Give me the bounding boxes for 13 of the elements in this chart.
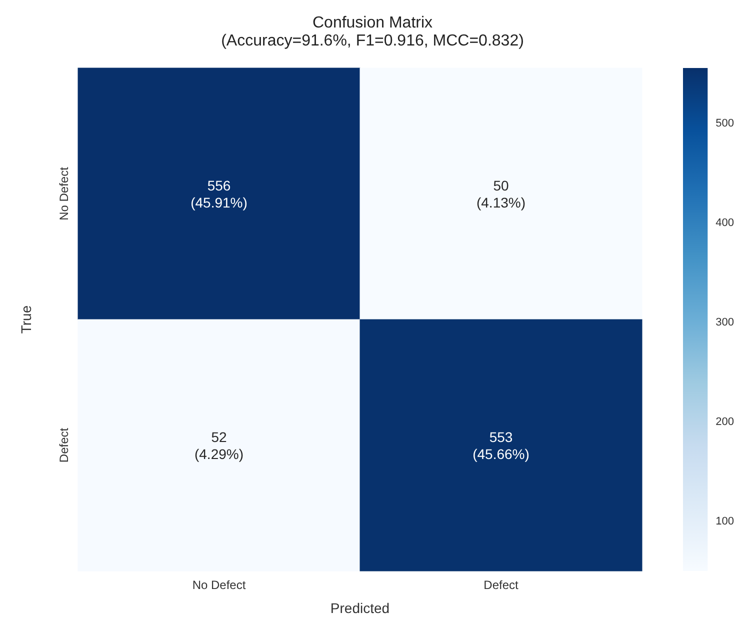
data-label: 556 (45.91%) — [190, 177, 248, 210]
color-bar-label: 500 — [716, 118, 734, 130]
color-bar-label: 100 — [716, 515, 734, 528]
y-axis-title: True — [18, 305, 34, 334]
data-label: 52 (4.29%) — [194, 428, 244, 462]
color-bar-label: 300 — [716, 316, 734, 328]
color-bar-label: 400 — [716, 217, 734, 230]
data-label: 553 (45.66%) — [472, 428, 530, 462]
color-bar-label: 200 — [716, 416, 734, 428]
x-axis-title: Predicted — [330, 600, 390, 616]
chart-subtitle: (Accuracy=91.6%, F1=0.916, MCC=0.832) — [221, 32, 524, 50]
data-label: 50 (4.13%) — [476, 177, 526, 210]
chart-title: Confusion Matrix — [312, 14, 433, 32]
